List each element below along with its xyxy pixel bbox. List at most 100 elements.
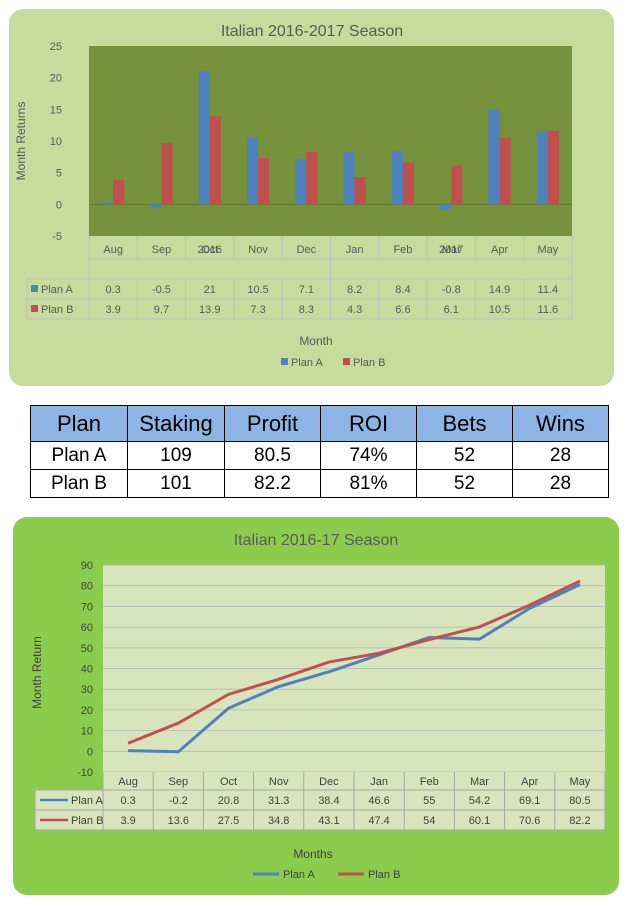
x-tick-label: Mar	[442, 244, 461, 256]
chart-title: Italian 2016-17 Season	[234, 532, 399, 549]
line-chart-panel: Italian 2016-17 Season -10 0 10 20 30 40 50 60 70…	[13, 517, 619, 895]
bar	[258, 158, 270, 205]
bar	[440, 204, 452, 210]
data-label: 54	[423, 815, 435, 827]
summary-table: Plan Staking Profit ROI Bets Wins Plan A…	[30, 405, 609, 498]
bar	[547, 130, 559, 205]
table-legend-key	[31, 285, 38, 292]
data-label: 21	[204, 284, 216, 296]
data-label: 11.6	[538, 304, 559, 316]
y-tick-label: 40	[81, 664, 93, 676]
y-tick-label: 30	[81, 684, 93, 696]
data-label: 55	[423, 795, 435, 807]
data-label: 0.3	[120, 795, 135, 807]
bar	[246, 137, 259, 205]
data-label: 9.7	[154, 304, 169, 316]
y-axis-label: Month Return	[30, 636, 44, 709]
cell-profit: 82.2	[224, 469, 321, 498]
x-tick-label: Sep	[169, 776, 189, 788]
data-label: 70.6	[519, 815, 540, 827]
cell-roi: 74%	[320, 441, 417, 470]
data-label: 69.1	[519, 795, 540, 807]
legend-key	[281, 358, 288, 365]
data-label: 14.9	[489, 284, 510, 296]
data-label: 4.3	[347, 304, 362, 316]
x-tick-label: Oct	[201, 244, 218, 256]
bar	[488, 109, 500, 205]
data-label: -0.8	[442, 284, 461, 296]
bar	[354, 177, 366, 205]
bar	[306, 151, 318, 205]
cell-wins: 28	[512, 441, 609, 470]
legend-label: Plan B	[353, 357, 385, 369]
year-group-label: 2016	[198, 244, 222, 256]
data-label: 80.5	[569, 795, 590, 807]
data-label: 43.1	[318, 815, 339, 827]
y-tick-label: 60	[81, 622, 93, 634]
legend-key	[343, 358, 350, 365]
x-tick-label: Jan	[346, 244, 364, 256]
cell-plan: Plan B	[30, 469, 128, 498]
y-tick-label: 70	[81, 601, 93, 613]
bar	[536, 132, 548, 205]
bar	[499, 137, 511, 205]
bar	[198, 71, 210, 205]
y-tick-label: 20	[81, 705, 93, 717]
y-axis-label: Month Returns	[14, 102, 28, 181]
data-label: 8.3	[299, 304, 314, 316]
cell-roi: 81%	[320, 469, 417, 498]
chart-title: Italian 2016-2017 Season	[221, 23, 403, 40]
y-tick-label: 50	[81, 643, 93, 655]
data-label: -0.5	[152, 284, 171, 296]
cell-staking: 101	[127, 469, 225, 498]
bar	[451, 165, 463, 205]
x-tick-label: Mar	[470, 776, 489, 788]
bar	[402, 162, 415, 205]
x-tick-label: Sep	[152, 244, 172, 256]
data-label: 34.8	[268, 815, 289, 827]
header-wins: Wins	[512, 405, 609, 442]
header-staking: Staking	[127, 405, 225, 442]
series-line	[127, 579, 581, 745]
data-label: 82.2	[569, 815, 590, 827]
data-label: 13.9	[199, 304, 220, 316]
x-tick-label: May	[570, 776, 591, 788]
bar	[102, 202, 114, 205]
x-tick-label: Feb	[420, 776, 439, 788]
data-label: 13.6	[168, 815, 189, 827]
bar	[113, 179, 125, 205]
data-label: 7.1	[299, 284, 314, 296]
line-chart: Italian 2016-17 Season -10 0 10 20 30 40 50 60 70…	[30, 532, 606, 881]
data-label: 3.9	[106, 304, 121, 316]
y-tick-label: -5	[52, 231, 62, 243]
header-plan: Plan	[30, 405, 128, 442]
x-tick-label: Feb	[393, 244, 412, 256]
data-label: 46.6	[368, 795, 389, 807]
y-tick-label: 0	[87, 746, 93, 758]
bar	[391, 151, 403, 205]
cell-profit: 80.5	[224, 441, 321, 470]
y-tick-label: -10	[77, 767, 93, 779]
header-bets: Bets	[416, 405, 513, 442]
data-label: 8.4	[395, 284, 410, 296]
bar-chart-panel: Italian 2016-2017 Season -5 0 5 10 15 20 25 Mont…	[9, 9, 614, 386]
header-roi: ROI	[320, 405, 417, 442]
bar	[161, 142, 173, 205]
data-label: 11.4	[538, 284, 559, 296]
data-label: 27.5	[218, 815, 239, 827]
legend-label: Plan A	[283, 869, 315, 881]
x-tick-label: Nov	[269, 776, 289, 788]
table-legend-key	[31, 305, 38, 312]
x-tick-label: Aug	[118, 776, 138, 788]
summary-header-row: Plan Staking Profit ROI Bets Wins	[30, 405, 609, 442]
table-series-name: Plan A	[71, 795, 103, 807]
legend-label: Plan B	[368, 869, 400, 881]
y-tick-label: 0	[56, 199, 62, 211]
bar-chart: Italian 2016-2017 Season -5 0 5 10 15 20 25 Mont…	[14, 23, 573, 369]
y-tick-label: 10	[81, 726, 93, 738]
bar	[295, 159, 307, 205]
y-tick-label: 90	[81, 560, 93, 572]
x-tick-label: Apr	[491, 244, 508, 256]
y-tick-label: 80	[81, 581, 93, 593]
series-line	[128, 583, 581, 754]
